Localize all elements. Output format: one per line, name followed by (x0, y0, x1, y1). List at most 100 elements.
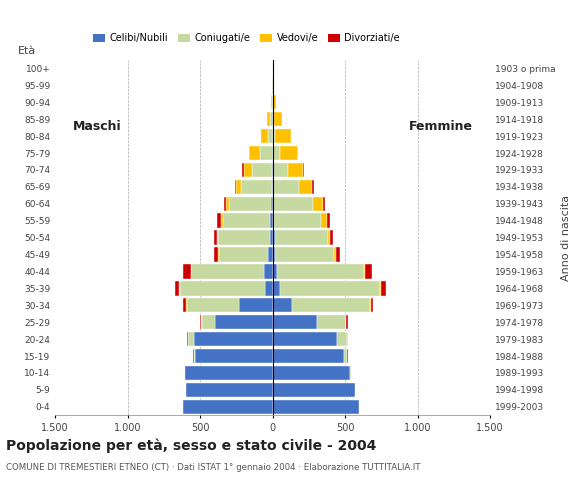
Bar (226, 197, 229, 211)
Bar (252, 163, 272, 177)
Bar (273, 349, 345, 363)
Bar (280, 281, 380, 296)
Bar (265, 281, 273, 296)
Bar (371, 298, 374, 312)
Bar (200, 315, 201, 329)
Bar (273, 281, 280, 296)
Bar (273, 163, 288, 177)
Bar (214, 247, 218, 262)
Bar (273, 383, 354, 397)
Bar (183, 264, 191, 278)
Bar (186, 298, 187, 312)
Bar (273, 146, 280, 160)
Bar (185, 366, 273, 380)
Bar (273, 247, 275, 262)
Bar (350, 366, 351, 380)
Bar (218, 247, 219, 262)
Bar (274, 214, 321, 228)
Bar (201, 315, 215, 329)
Bar (241, 180, 272, 194)
Bar (313, 197, 322, 211)
Y-axis label: Anno di nascita: Anno di nascita (561, 194, 571, 281)
Bar (327, 214, 329, 228)
Bar (273, 112, 274, 126)
Bar (272, 95, 273, 109)
Bar (273, 332, 337, 346)
Bar (175, 281, 179, 296)
Bar (277, 264, 364, 278)
Bar (221, 214, 223, 228)
Bar (180, 281, 265, 296)
Bar (219, 247, 268, 262)
Bar (186, 383, 273, 397)
Bar (313, 180, 314, 194)
Bar (292, 298, 371, 312)
Bar (346, 315, 347, 329)
Bar (276, 129, 291, 144)
Bar (229, 197, 271, 211)
Bar (195, 349, 273, 363)
Bar (264, 264, 273, 278)
Bar (188, 332, 194, 346)
Bar (345, 349, 347, 363)
Bar (380, 281, 381, 296)
Bar (236, 180, 241, 194)
Bar (187, 298, 239, 312)
Bar (273, 230, 275, 245)
Bar (276, 247, 334, 262)
Bar (330, 230, 333, 245)
Bar (299, 180, 313, 194)
Bar (259, 146, 273, 160)
Bar (272, 163, 273, 177)
Bar (321, 214, 327, 228)
Bar (244, 163, 252, 177)
Bar (273, 95, 276, 109)
Bar (334, 247, 336, 262)
Bar (261, 129, 267, 144)
Bar (365, 264, 372, 278)
Bar (215, 315, 273, 329)
Bar (273, 197, 313, 211)
Bar (271, 197, 273, 211)
Text: Maschi: Maschi (72, 120, 121, 132)
Text: Popolazione per età, sesso e stato civile - 2004: Popolazione per età, sesso e stato civil… (6, 438, 376, 453)
Bar (194, 349, 195, 363)
Bar (249, 146, 259, 160)
Bar (239, 298, 273, 312)
Bar (267, 129, 273, 144)
Bar (273, 298, 292, 312)
Bar (364, 264, 365, 278)
Text: Femmine: Femmine (409, 120, 473, 132)
Bar (224, 197, 226, 211)
Bar (187, 332, 188, 346)
Bar (347, 332, 348, 346)
Bar (194, 332, 273, 346)
Bar (273, 180, 299, 194)
Bar (242, 163, 244, 177)
Bar (179, 281, 180, 296)
Bar (183, 399, 273, 414)
Bar (303, 163, 304, 177)
Bar (275, 230, 328, 245)
Bar (280, 146, 298, 160)
Bar (191, 264, 264, 278)
Bar (328, 230, 330, 245)
Bar (273, 399, 359, 414)
Bar (274, 112, 282, 126)
Bar (273, 264, 277, 278)
Bar (272, 180, 273, 194)
Bar (270, 214, 273, 228)
Legend: Celibi/Nubili, Coniugati/e, Vedovi/e, Divorziati/e: Celibi/Nubili, Coniugati/e, Vedovi/e, Di… (89, 29, 404, 47)
Bar (336, 247, 340, 262)
Bar (381, 281, 386, 296)
Bar (214, 230, 218, 245)
Text: Età: Età (18, 47, 37, 57)
Bar (273, 366, 350, 380)
Bar (271, 95, 272, 109)
Bar (183, 298, 186, 312)
Bar (270, 112, 273, 126)
Bar (288, 163, 303, 177)
Bar (235, 180, 236, 194)
Bar (273, 78, 274, 93)
Bar (273, 129, 275, 144)
